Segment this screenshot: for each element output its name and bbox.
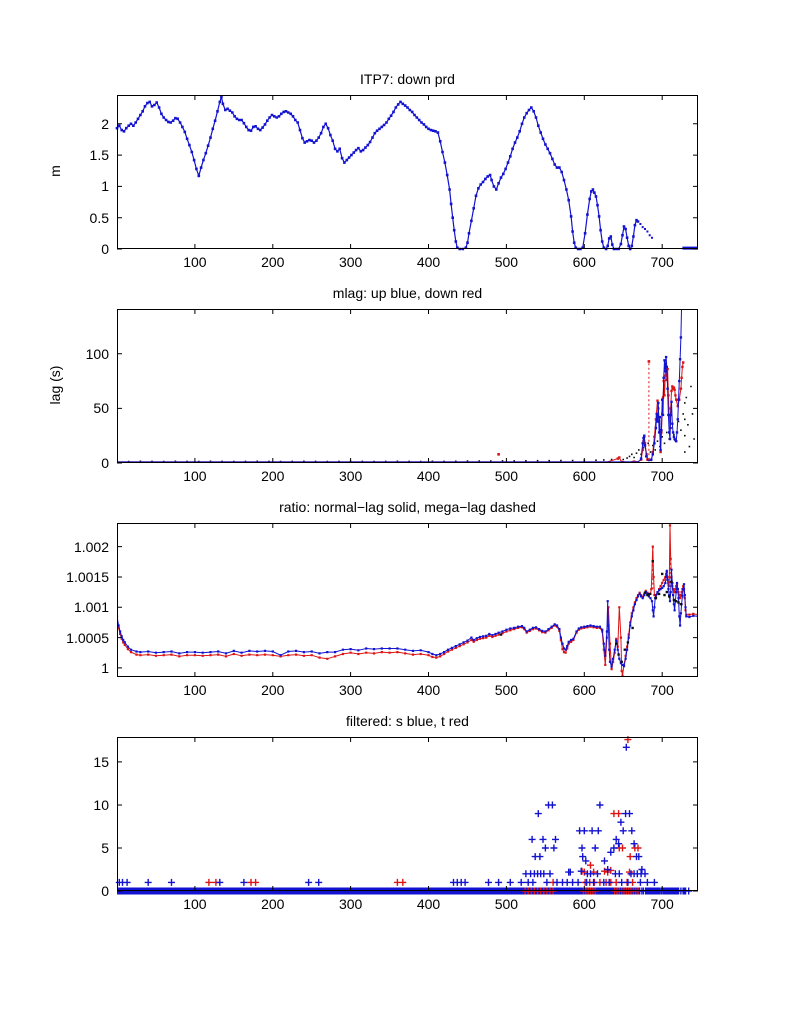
dot-markers <box>497 360 651 456</box>
x-tick-label: 100 <box>183 468 207 484</box>
x-tick-label: 500 <box>494 896 519 912</box>
y-tick-label: 0 <box>101 241 109 257</box>
y-tick-label: 10 <box>93 796 109 813</box>
y-tick-label: 1 <box>101 178 109 195</box>
tick-marks <box>117 737 698 892</box>
y-tick-label: 1.5 <box>89 147 109 164</box>
line-markers <box>115 95 640 251</box>
series-up-lag-line <box>117 309 683 463</box>
x-tick-label: 400 <box>416 896 441 912</box>
x-tick-label: 700 <box>650 896 674 912</box>
plot-area <box>115 94 698 251</box>
x-tick-label: 300 <box>338 896 363 912</box>
x-tick-label: 200 <box>261 682 285 698</box>
x-tick-label: 100 <box>183 254 207 270</box>
subplot-mlag: mlag: up blue, down red lag (s) 100 200 30… <box>47 285 698 484</box>
subplot-title: ITP7: down prd <box>360 71 455 87</box>
x-tick-label: 600 <box>572 896 596 912</box>
line-markers <box>117 568 698 668</box>
y-tick-label: 50 <box>93 400 109 417</box>
tick-marks <box>117 309 698 464</box>
x-tick-label: 100 <box>183 896 207 912</box>
subplot-title: mlag: up blue, down red <box>332 285 483 301</box>
dot-markers <box>639 223 653 239</box>
subplot-down-prd: ITP7: down prd m 100 200 300 400 500 600 700 0 0… <box>47 71 698 270</box>
y-tick-label: 1.0005 <box>66 629 109 646</box>
series-ratio-up-blue <box>117 568 698 668</box>
axes-frame <box>117 737 698 891</box>
y-tick-label: 1.002 <box>73 538 109 555</box>
plot-area <box>117 523 698 677</box>
series-mega-lag-dashed-spikes <box>652 525 671 590</box>
x-tick-label: 200 <box>261 468 285 484</box>
dot-markers <box>499 560 683 663</box>
y-tick-label: 100 <box>85 345 109 362</box>
y-tick-label: 0 <box>101 883 109 899</box>
y-tick-label: 5 <box>101 839 109 856</box>
y-tick-label: 1 <box>101 659 109 676</box>
series-ratio-down-red <box>117 524 698 677</box>
axes-frame <box>117 95 698 249</box>
y-tick-label: 15 <box>93 753 109 770</box>
x-tick-label: 200 <box>261 254 285 270</box>
subplot-title: ratio: normal−lag solid, mega−lag dashed <box>279 499 536 515</box>
tick-marks <box>117 523 698 677</box>
plot-area <box>117 309 698 464</box>
x-tick-label: 400 <box>416 468 441 484</box>
plus-markers <box>115 743 693 895</box>
x-tick-label: 600 <box>572 254 596 270</box>
y-tick-label: 0.5 <box>89 209 109 226</box>
tick-marks <box>117 95 698 250</box>
axes-frame <box>117 309 698 463</box>
line-markers <box>639 336 683 461</box>
dot-markers <box>117 385 695 463</box>
x-tick-label: 500 <box>494 682 519 698</box>
plus-markers <box>205 736 642 895</box>
x-tick-label: 400 <box>416 254 441 270</box>
x-tick-label: 600 <box>572 682 596 698</box>
series-mega-lag-dots <box>117 385 695 463</box>
series-mega-lag-black-dots <box>499 560 683 663</box>
x-tick-label: 300 <box>338 254 363 270</box>
y-tick-label: 1.0015 <box>66 568 109 585</box>
y-tick-label: 2 <box>101 115 109 132</box>
x-tick-label: 700 <box>650 468 674 484</box>
y-tick-label: 0 <box>101 455 109 471</box>
x-tick-label: 300 <box>338 682 363 698</box>
dashed-spike <box>652 525 671 590</box>
x-tick-label: 500 <box>494 254 519 270</box>
subplot-filtered: filtered: s blue, t red 100 200 300 400 500 6… <box>93 713 698 912</box>
x-tick-label: 700 <box>650 254 674 270</box>
subplot-ratio: ratio: normal−lag solid, mega−lag dashed… <box>66 499 698 698</box>
line-markers <box>616 361 685 461</box>
series-t-red-plus <box>205 736 642 895</box>
axes-frame <box>117 523 698 677</box>
series-down-lag-line <box>117 361 685 463</box>
x-tick-label: 700 <box>650 682 674 698</box>
x-tick-label: 400 <box>416 682 441 698</box>
x-tick-label: 200 <box>261 896 285 912</box>
series-down-lag-spike-top-marker <box>497 360 651 456</box>
x-tick-label: 600 <box>572 468 596 484</box>
series-s-blue-plus <box>115 743 693 895</box>
series-down-prd-line <box>115 94 640 251</box>
x-tick-label: 300 <box>338 468 363 484</box>
x-tick-label: 500 <box>494 468 519 484</box>
series-down-prd-sparse-dots <box>639 223 653 239</box>
subplot-title: filtered: s blue, t red <box>346 713 469 729</box>
x-tick-label: 100 <box>183 682 207 698</box>
y-tick-label: 1.001 <box>73 599 109 616</box>
plot-area <box>115 736 698 895</box>
